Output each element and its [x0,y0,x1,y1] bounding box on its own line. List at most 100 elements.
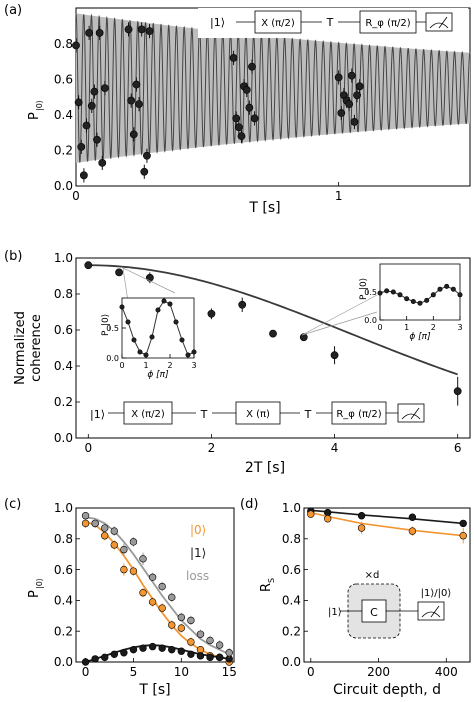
panel-b-plot: 0 2 4 6 0.0 0.2 0.4 0.6 0.8 1.0 2T [s] Normalized… [13,251,471,476]
panel-c-point-black [177,647,186,655]
panel-b-ytick-label: 0.4 [54,359,73,373]
panel-d-xtick-label: 400 [435,665,458,679]
circuit-d-measure-icon [417,601,445,621]
panel-b-inset-left-ytick-label: 0.5 [106,324,119,333]
circuit-b-gate-x-half-label: X (π/2) [131,409,165,420]
panel-a-data-point [90,87,99,96]
panel-c-point-gray [101,524,109,532]
panel-a-data-point [245,103,254,112]
panel-c-point-gray [196,630,205,638]
panel-b-inset-right-ytick-label: 0.0 [364,316,377,325]
panel-c-frame [75,507,235,663]
circuit-b-wait-2: T [304,408,312,421]
circuit-b-gate-x-half [123,401,173,425]
panel-b-inset-right-point [437,286,443,292]
panel-a-ylabel-sub: |0⟩ [35,100,44,111]
circuit-b-meter-arc [401,413,421,420]
panel-c-point-gray [206,636,214,645]
panel-b-inset-left-plot: 0 1 2 3 0.0 0.5 ϕ [π] P_|0⟩ [101,298,197,380]
circuit-a-meter-needle [438,16,448,29]
panel-d-ytick-label: 0.8 [282,532,301,546]
panel-d-label: (d) [240,497,258,512]
panel-b-data-point [115,268,123,277]
panel-a-ytick-label: 0.6 [54,72,73,86]
panel-a-data-point [350,118,359,126]
panel-b-inset-right-point [450,286,456,292]
panel-c-point-black [196,652,205,660]
panel-b-inset-left-point [131,337,137,343]
panel-a-ytick-label: 0.4 [54,108,73,122]
panel-b-ytick-label: 1.0 [54,251,73,265]
panel-d-point-orange [459,532,467,540]
panel-c-ytick-label: 0.0 [54,655,73,669]
panel-d-plot: 0 200 400 0.0 0.2 0.4 0.6 0.8 1.0 Circuit depth,… [259,501,471,698]
panel-b-inset-right-point [384,288,390,294]
panel-c-xtick-label: 5 [130,665,138,679]
panel-a-data-point [127,96,136,105]
circuit-b-meter-needle [410,407,420,420]
panel-b-inset-right-point [444,283,450,289]
panel-c-point-orange [120,565,128,574]
panel-b-xlabel: 2T [s] [245,460,285,476]
panel-a-envelope-band [76,13,470,163]
panel-c-point-gray [225,649,233,657]
panel-a-xlabel: T [s] [248,200,280,216]
panel-a-data-point [98,158,107,167]
panel-b-inset-right-point [410,299,416,305]
panel-d-point-orange [408,527,417,535]
panel-b-inset-left-point [149,334,155,340]
circuit-b-gate-x-pi-label: X (π) [246,409,270,420]
panel-b-inset-right-point [417,300,423,306]
panel-c-ytick-label: 1.0 [54,501,73,515]
panel-d-frame [303,507,471,663]
circuit-b-input: |1⟩ [90,408,105,421]
panel-b-label: (b) [4,249,22,264]
panel-b-data-point [84,261,93,270]
panel-d-point-black [324,508,332,517]
panel-b-inset-left-point [143,352,149,358]
panel-a-data-point [93,135,101,144]
panel-b-data-point [299,333,308,342]
panel-c-point-black [91,655,99,663]
panel-b-inset-left-xtick-label: 1 [143,361,148,370]
circuit-a-input: |1⟩ [210,16,225,29]
panel-a-data-point [135,100,143,109]
circuit-d-repeat-label: ×d [365,570,380,581]
panel-a-data-point [85,29,94,37]
circuit-a-measure-icon [425,12,453,32]
panel-a-ylabel: P [27,112,42,120]
panel-c-axes: 0 5 10 15 0.0 0.2 0.4 0.6 0.8 1.0 [54,501,237,679]
panel-b-inset-left-ylabel: P_|0⟩ [101,314,111,336]
panel-c-point-orange [110,541,119,549]
circuit-a-gate-r [359,10,417,34]
panel-b-inset-left-point [119,304,125,310]
panel-b-inset-right-xtick-label: 2 [431,323,436,332]
panel-c-plot: 0 5 10 15 0.0 0.2 0.4 0.6 0.8 1.0 T [s] P |0⟩ |0⟩… [27,501,237,698]
panel-b-data-point [238,300,247,309]
panel-a-data-point [74,98,83,107]
panel-c-fit-black [85,644,230,663]
panel-b-inset-left-xtick-label: 0 [119,361,124,370]
panel-c-ytick-label: 0.4 [54,594,73,608]
circuit-a-wait: T [326,16,334,29]
circuit-d-input: |1⟩ [328,607,342,618]
circuit-b-gate-r [331,401,387,425]
panel-b-inset-left-point [125,319,131,325]
panel-a-data-point [100,84,109,92]
panel-d-point-orange [357,524,366,532]
panel-a-oscillation-line [75,13,471,163]
circuit-d: ×d |1⟩ C |1⟩/|0⟩ [328,570,451,639]
panel-b-xtick-label: 0 [84,441,92,455]
panel-c-ytick-label: 0.8 [54,532,73,546]
panel-a-data-point [132,80,141,89]
panel-b-ytick-label: 0.0 [54,431,73,445]
panel-b-ytick-label: 0.8 [54,287,73,301]
panel-d-point-black [408,513,417,521]
panel-a-data-point [79,171,88,180]
panel-a-data-point [334,73,343,82]
panel-c-ylabel: P [27,590,42,598]
panel-b-xtick-label: 6 [454,441,462,455]
panel-b-inset-right-xtick-label: 0 [377,323,382,332]
panel-c-ylabel-group: P |0⟩ [27,578,44,598]
